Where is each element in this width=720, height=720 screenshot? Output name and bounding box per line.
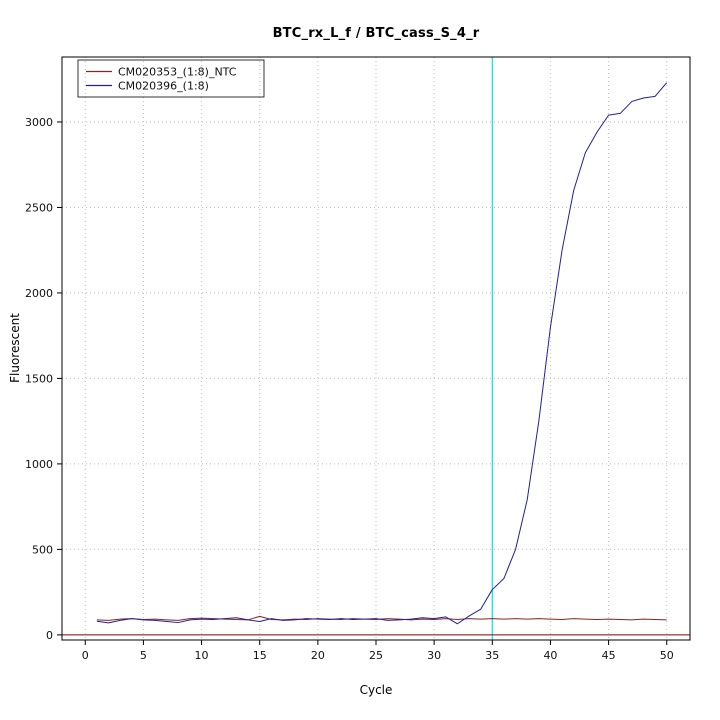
y-tick-label: 0 xyxy=(46,629,53,642)
y-tick-label: 2000 xyxy=(25,287,53,300)
x-tick-label: 45 xyxy=(602,649,616,662)
y-tick-label: 1000 xyxy=(25,458,53,471)
x-tick-label: 20 xyxy=(311,649,325,662)
chart-title: BTC_rx_L_f / BTC_cass_S_4_r xyxy=(272,26,480,41)
y-tick-label: 500 xyxy=(32,543,53,556)
legend-box xyxy=(77,59,265,98)
x-tick-label: 35 xyxy=(485,649,499,662)
x-tick-label: 10 xyxy=(195,649,209,662)
y-tick-label: 3000 xyxy=(25,116,53,129)
y-tick-label: 1500 xyxy=(25,372,53,385)
series-line-1 xyxy=(96,82,668,625)
x-axis-label: Cycle xyxy=(359,683,393,697)
legend-label-0: CM020353_(1:8)_NTC xyxy=(118,66,237,79)
plot-border xyxy=(61,56,691,641)
x-tick-label: 0 xyxy=(82,649,89,662)
x-tick-label: 25 xyxy=(369,649,383,662)
legend-label-1: CM020396_(1:8) xyxy=(118,80,209,93)
x-tick-label: 5 xyxy=(140,649,147,662)
x-tick-label: 30 xyxy=(427,649,441,662)
x-tick-label: 50 xyxy=(660,649,674,662)
x-tick-label: 15 xyxy=(253,649,267,662)
y-tick-label: 2500 xyxy=(25,201,53,214)
x-tick-label: 40 xyxy=(543,649,557,662)
